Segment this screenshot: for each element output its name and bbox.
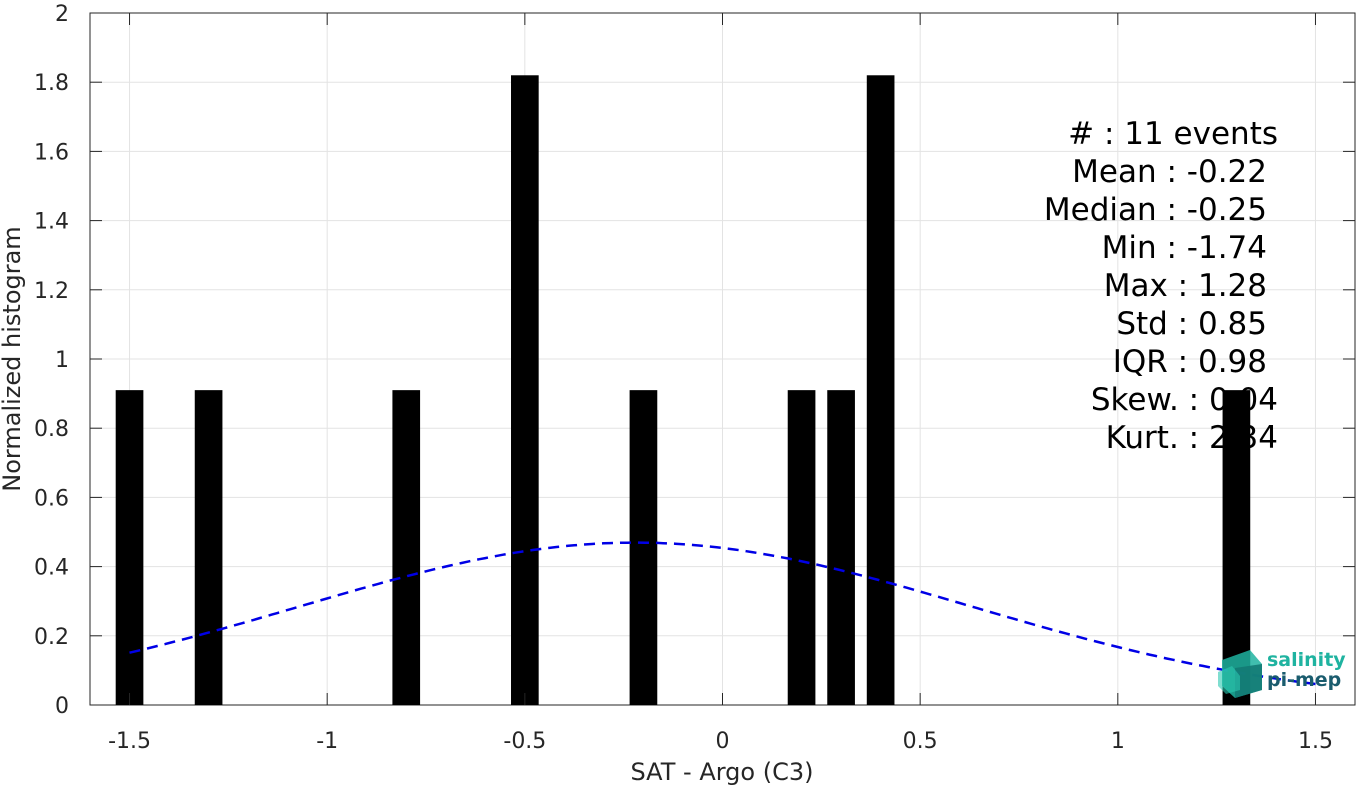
y-tick-label: 2 [55, 2, 69, 27]
y-tick-label: 0 [55, 694, 69, 719]
logo-line2: pi-mep [1267, 669, 1341, 691]
x-axis-label: SAT - Argo (C3) [631, 758, 814, 786]
x-tick-label: 1.5 [1298, 729, 1333, 754]
stat-max: Max : 1.28 [1104, 268, 1267, 304]
histogram-bar [787, 390, 816, 705]
x-tick-label: 0.5 [903, 729, 938, 754]
stat-std: Std : 0.85 [1116, 306, 1267, 342]
y-tick-label: 1.8 [34, 71, 69, 96]
stat-kurt: Kurt. : 2.34 [1106, 420, 1278, 456]
y-tick-label: 0.2 [34, 625, 69, 650]
y-axis-ticks: 0 0.2 0.4 0.6 0.8 1 1.2 1.4 1.6 1.8 2 [34, 2, 1355, 719]
x-tick-label: -0.5 [503, 729, 546, 754]
y-axis-label: Normalized histogram [0, 226, 26, 491]
histogram-bar [629, 390, 658, 705]
x-tick-label: 1 [1111, 729, 1125, 754]
normal-fit-curve [129, 541, 1316, 686]
y-tick-label: 0.4 [34, 556, 69, 581]
histogram-bars [115, 75, 1251, 705]
logo-line1: salinity [1267, 649, 1346, 671]
y-tick-label: 1.6 [34, 140, 69, 165]
stat-count: # : 11 events [1068, 116, 1278, 152]
y-tick-label: 1 [55, 348, 69, 373]
salinity-pimep-logo: salinity pi-mep [1218, 649, 1346, 698]
y-tick-label: 0.8 [34, 417, 69, 442]
histogram-bar [392, 390, 421, 705]
histogram-bar [115, 390, 144, 705]
stat-median: Median : -0.25 [1044, 192, 1267, 228]
stat-iqr: IQR : 0.98 [1113, 344, 1267, 380]
histogram-bar [194, 390, 223, 705]
x-tick-label: -1.5 [108, 729, 151, 754]
x-tick-label: 0 [716, 729, 730, 754]
x-axis-ticks: -1.5 -1 -0.5 0 0.5 1 1.5 [108, 13, 1333, 754]
y-tick-label: 1.2 [34, 279, 69, 304]
histogram-bar [511, 75, 539, 705]
y-tick-label: 0.6 [34, 486, 69, 511]
x-tick-label: -1 [316, 729, 338, 754]
stat-skew: Skew. : 0.04 [1091, 382, 1278, 418]
stat-mean: Mean : -0.22 [1072, 154, 1267, 190]
stat-min: Min : -1.74 [1102, 230, 1267, 266]
cube-icon [1218, 650, 1262, 698]
y-tick-label: 1.4 [34, 210, 69, 235]
histogram-bar [866, 75, 895, 705]
histogram-bar [827, 390, 855, 705]
stats-box: # : 11 events Mean : -0.22 Median : -0.2… [1044, 116, 1278, 456]
